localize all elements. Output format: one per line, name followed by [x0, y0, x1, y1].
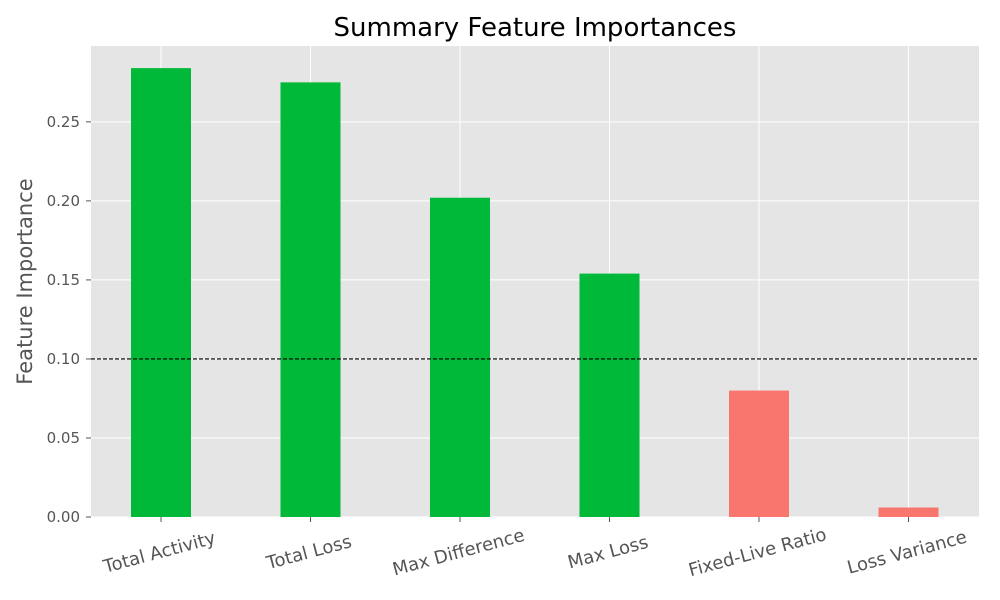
chart-title: Summary Feature Importances	[334, 13, 737, 43]
y-tick-label: 0.15	[47, 271, 80, 289]
y-tick-label: 0.25	[47, 113, 80, 131]
y-tick-label: 0.05	[47, 429, 80, 447]
bar	[729, 390, 789, 517]
plot-area	[91, 46, 979, 517]
y-tick-label: 0.10	[47, 350, 80, 368]
bars	[131, 68, 939, 518]
x-tick-label: Total Loss	[263, 531, 354, 574]
x-axis-ticks: Total Activity Total Loss Max Difference Ma…	[100, 517, 969, 581]
y-axis-ticks: 0.00 0.05 0.10 0.15 0.20 0.25	[47, 113, 91, 526]
bar	[579, 273, 640, 517]
y-axis-label: Feature Importance	[13, 178, 37, 384]
x-tick-label: Max Loss	[566, 532, 651, 574]
bar	[430, 197, 490, 517]
bar	[131, 68, 191, 518]
bar	[878, 507, 939, 517]
y-tick-label: 0.00	[47, 508, 80, 526]
x-tick-label: Fixed-Live Ratio	[686, 524, 828, 581]
x-tick-label: Loss Variance	[845, 527, 969, 579]
bar	[280, 82, 341, 517]
y-tick-label: 0.20	[47, 192, 80, 210]
x-tick-label: Total Activity	[100, 528, 218, 578]
x-tick-label: Max Difference	[390, 525, 527, 580]
